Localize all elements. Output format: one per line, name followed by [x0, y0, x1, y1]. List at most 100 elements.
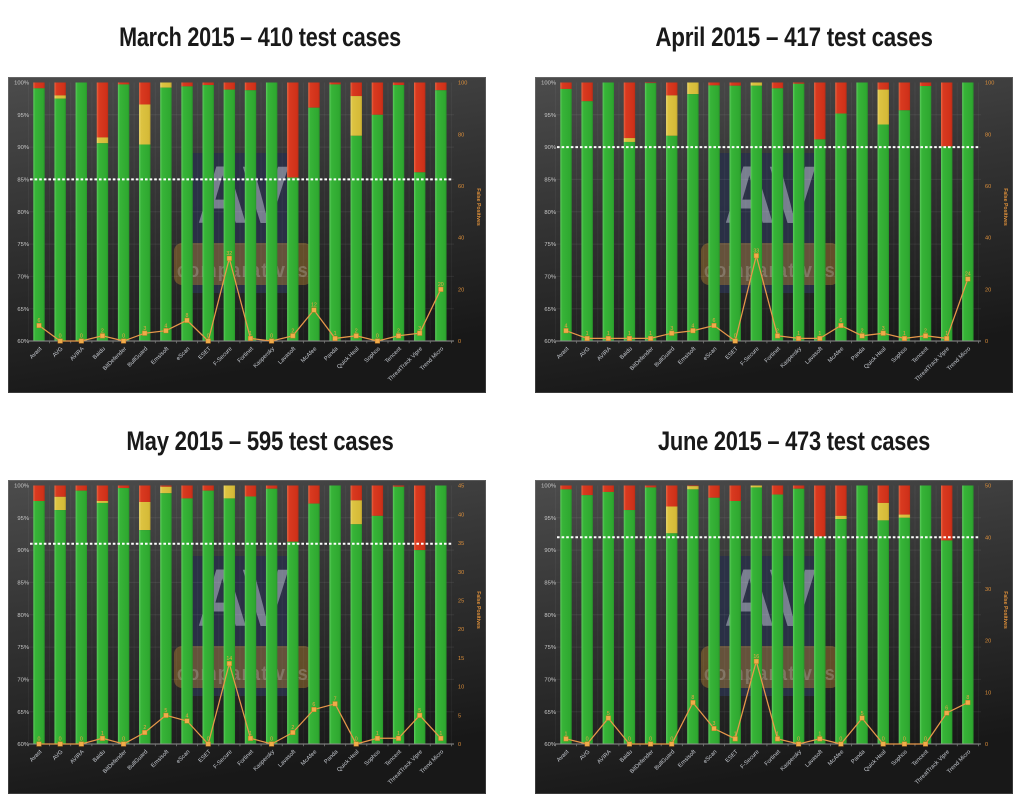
svg-text:2: 2: [397, 328, 400, 334]
svg-text:3: 3: [713, 721, 716, 727]
svg-text:4: 4: [691, 323, 694, 329]
svg-text:2: 2: [143, 725, 146, 731]
svg-text:0: 0: [839, 737, 842, 743]
svg-text:1: 1: [776, 731, 779, 737]
svg-text:5: 5: [458, 713, 461, 719]
svg-text:0: 0: [122, 334, 125, 340]
svg-text:3: 3: [882, 326, 885, 332]
svg-text:75%: 75%: [17, 242, 29, 248]
svg-text:60: 60: [985, 184, 991, 190]
svg-text:0: 0: [355, 737, 358, 743]
svg-text:20: 20: [458, 287, 464, 293]
svg-text:2: 2: [924, 328, 927, 334]
svg-text:80%: 80%: [544, 613, 556, 619]
svg-text:8: 8: [691, 695, 694, 701]
svg-text:False Positives: False Positives: [475, 591, 481, 629]
svg-text:10: 10: [458, 685, 464, 691]
svg-text:False Positives: False Positives: [475, 188, 481, 226]
svg-text:2: 2: [355, 328, 358, 334]
svg-text:5: 5: [861, 711, 864, 717]
svg-text:85%: 85%: [17, 178, 29, 184]
svg-text:100%: 100%: [541, 81, 556, 87]
svg-text:90%: 90%: [544, 145, 556, 151]
svg-text:70%: 70%: [17, 275, 29, 281]
svg-text:0: 0: [59, 737, 62, 743]
svg-text:60%: 60%: [544, 339, 556, 345]
svg-text:7: 7: [334, 696, 337, 702]
svg-text:65%: 65%: [544, 307, 556, 313]
svg-text:70%: 70%: [544, 275, 556, 281]
svg-text:14: 14: [226, 656, 232, 662]
svg-text:1: 1: [334, 331, 337, 337]
svg-text:20: 20: [985, 287, 991, 293]
svg-text:0: 0: [376, 334, 379, 340]
svg-text:0: 0: [586, 737, 589, 743]
svg-text:False Positives: False Positives: [1002, 188, 1008, 226]
svg-text:95%: 95%: [17, 516, 29, 522]
svg-text:95%: 95%: [17, 113, 29, 119]
svg-text:4: 4: [565, 323, 568, 329]
svg-text:4: 4: [164, 323, 167, 329]
svg-text:2: 2: [291, 725, 294, 731]
svg-text:15: 15: [458, 656, 464, 662]
svg-text:8: 8: [966, 695, 969, 701]
svg-text:20: 20: [985, 639, 991, 645]
svg-text:1: 1: [797, 331, 800, 337]
svg-text:5: 5: [607, 711, 610, 717]
svg-text:1: 1: [818, 731, 821, 737]
svg-text:65%: 65%: [17, 307, 29, 313]
svg-text:85%: 85%: [544, 178, 556, 184]
svg-text:95%: 95%: [544, 113, 556, 119]
svg-text:25: 25: [458, 599, 464, 605]
svg-text:10: 10: [985, 690, 991, 696]
svg-text:1: 1: [565, 731, 568, 737]
svg-text:1: 1: [903, 331, 906, 337]
svg-text:0: 0: [59, 334, 62, 340]
svg-text:60%: 60%: [17, 742, 29, 748]
svg-text:30: 30: [458, 570, 464, 576]
svg-text:5: 5: [418, 708, 421, 714]
svg-text:30: 30: [985, 587, 991, 593]
svg-text:100%: 100%: [14, 81, 29, 87]
svg-text:0: 0: [80, 737, 83, 743]
svg-text:1: 1: [439, 731, 442, 737]
svg-text:8: 8: [186, 313, 189, 319]
svg-text:50: 50: [985, 484, 991, 490]
svg-text:2: 2: [861, 328, 864, 334]
svg-text:0: 0: [734, 334, 737, 340]
svg-text:65%: 65%: [17, 710, 29, 716]
svg-text:20: 20: [438, 282, 444, 288]
svg-text:40: 40: [458, 236, 464, 242]
svg-text:0: 0: [458, 339, 461, 345]
svg-text:1: 1: [397, 731, 400, 737]
svg-text:0: 0: [628, 737, 631, 743]
svg-text:1: 1: [101, 731, 104, 737]
svg-text:40: 40: [985, 236, 991, 242]
svg-text:0: 0: [270, 737, 273, 743]
svg-text:3: 3: [418, 326, 421, 332]
svg-text:0: 0: [903, 737, 906, 743]
svg-text:16: 16: [753, 654, 759, 660]
svg-text:33: 33: [753, 248, 759, 254]
svg-text:1: 1: [586, 331, 589, 337]
svg-text:90%: 90%: [17, 548, 29, 554]
svg-text:1: 1: [628, 331, 631, 337]
svg-text:40: 40: [458, 512, 464, 518]
svg-text:85%: 85%: [17, 581, 29, 587]
svg-text:100: 100: [985, 81, 994, 87]
svg-text:0: 0: [458, 742, 461, 748]
svg-text:0: 0: [797, 737, 800, 743]
svg-text:3: 3: [670, 326, 673, 332]
svg-text:4: 4: [186, 714, 189, 720]
svg-text:100: 100: [458, 81, 467, 87]
svg-text:2: 2: [101, 328, 104, 334]
svg-text:12: 12: [311, 303, 317, 309]
svg-text:70%: 70%: [544, 678, 556, 684]
svg-text:0: 0: [985, 339, 988, 345]
svg-text:35: 35: [458, 541, 464, 547]
svg-text:65%: 65%: [544, 710, 556, 716]
svg-text:6: 6: [312, 702, 315, 708]
svg-text:1: 1: [734, 731, 737, 737]
svg-text:1: 1: [607, 331, 610, 337]
svg-text:80%: 80%: [17, 210, 29, 216]
